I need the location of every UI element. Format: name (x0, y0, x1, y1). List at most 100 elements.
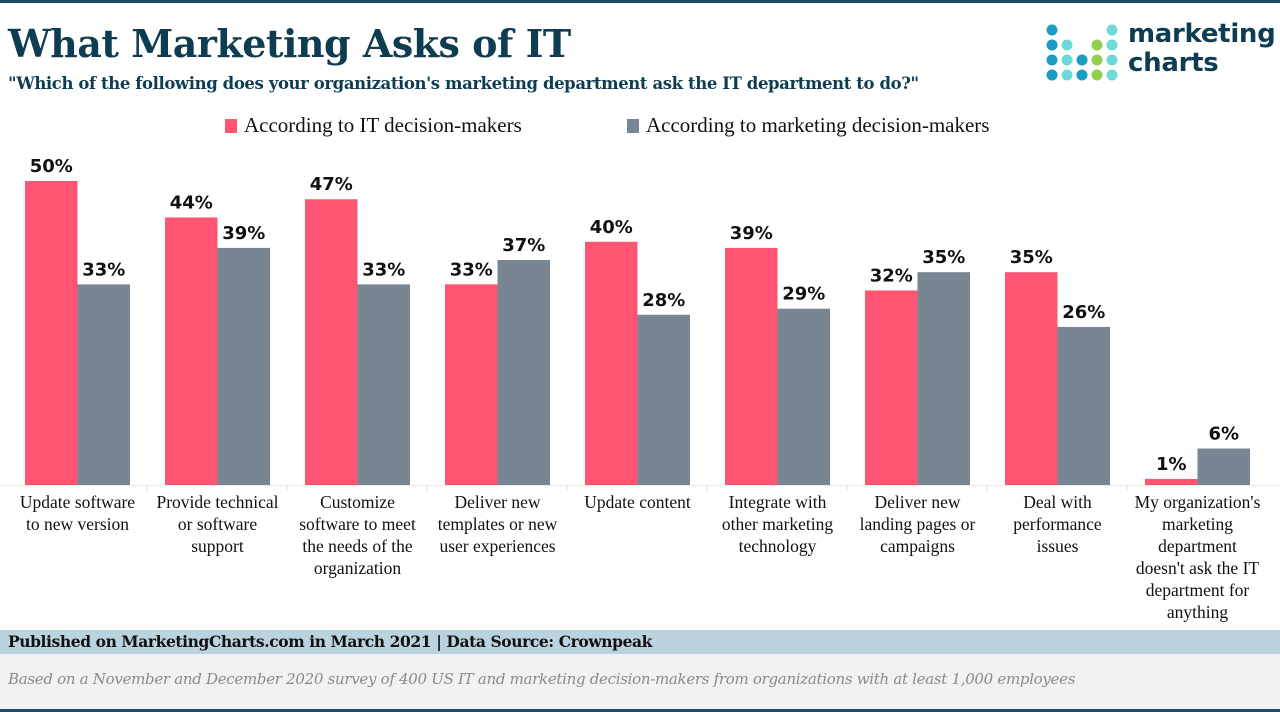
category-label: Update content (566, 491, 710, 513)
category-label-line: marketing (1162, 514, 1233, 534)
data-label-it: 32% (870, 265, 913, 286)
logo-dot (1106, 69, 1118, 81)
bar-it (585, 241, 638, 485)
data-label-it: 39% (730, 223, 773, 244)
logo-dots-icon (1046, 24, 1118, 81)
bar-marketing (217, 247, 270, 485)
logo-dot (1046, 54, 1058, 66)
category-label-line: Integrate with (728, 492, 827, 512)
logo-dot (1046, 69, 1058, 81)
logo-wordmark: marketing charts (1128, 19, 1276, 78)
data-label-marketing: 6% (1208, 424, 1239, 445)
data-label-it: 50% (30, 156, 73, 177)
category-label-line: Update content (584, 492, 691, 512)
category-label-line: landing pages or (859, 514, 976, 534)
source-text: Published on MarketingCharts.com in Marc… (8, 632, 653, 651)
chart-title: What Marketing Asks of IT (8, 21, 571, 66)
category-label-line: organization (313, 558, 402, 578)
category-label-line: Deal with (1023, 492, 1092, 512)
logo-dot (1046, 24, 1058, 36)
bar-it (445, 284, 498, 485)
bar-it (25, 181, 78, 485)
category-label-line: Deliver new (874, 492, 961, 512)
data-label-marketing: 33% (362, 259, 405, 280)
logo-dot (1061, 69, 1073, 81)
bar-marketing (917, 272, 970, 485)
category-label-line: software to meet (299, 514, 416, 534)
category-label: Integrate with other marketing technology (706, 491, 850, 557)
category-label-line: department (1158, 536, 1237, 556)
category-label-line: Customize (320, 492, 395, 512)
category-label: Deal with performance issues (986, 491, 1130, 557)
logo-dot (1076, 54, 1088, 66)
logo-dot (1106, 54, 1118, 66)
bar-chart: 50% 33% 44% 39% 47% 33% 33% 37% 40% 28% 39% 29% 32% 3… (0, 156, 1280, 491)
category-label-line: other marketing (721, 514, 834, 534)
legend-label-it: According to IT decision-makers (244, 113, 522, 137)
legend-label-marketing: According to marketing decision-makers (646, 113, 990, 137)
category-label-line: doesn't ask the IT (1135, 558, 1260, 578)
category-label: Deliver new landing pages or campaigns (846, 491, 990, 557)
category-label-line: to new version (25, 514, 130, 534)
logo-dot (1091, 54, 1103, 66)
data-label-it: 47% (310, 174, 353, 195)
data-label-marketing: 29% (782, 284, 825, 305)
category-label-line: templates or new (437, 514, 558, 534)
category-label-line: My organization's (1134, 492, 1261, 512)
bottom-rule (0, 709, 1280, 712)
category-label: Deliver new templates or new user experien… (426, 491, 570, 557)
data-label-marketing: 37% (502, 235, 545, 256)
data-label-marketing: 35% (922, 247, 965, 268)
legend-swatch-it (225, 118, 237, 133)
bar-it (725, 247, 778, 485)
category-label-line: the needs of the (302, 536, 413, 556)
logo-dot (1076, 69, 1088, 81)
category-label-line: performance (1013, 514, 1102, 534)
bar-marketing (497, 260, 550, 485)
bar-it (1145, 478, 1198, 485)
bar-it (865, 290, 918, 485)
data-label-marketing: 28% (642, 290, 685, 311)
logo-dot (1046, 39, 1058, 51)
bar-it (1005, 272, 1058, 485)
chart-legend: According to IT decision-makers Accordin… (0, 113, 1280, 139)
legend-item-marketing: According to marketing decision-makers (627, 113, 989, 138)
category-label-line: user experiences (439, 536, 556, 556)
category-label-line: Provide technical (156, 492, 279, 512)
logo-dot (1091, 39, 1103, 51)
logo-dot (1106, 24, 1118, 36)
category-label-line: campaigns (880, 536, 955, 556)
bar-it (165, 217, 218, 485)
logo-dot (1061, 54, 1073, 66)
marketingcharts-logo: marketing charts (1044, 20, 1280, 84)
bar-it (305, 199, 358, 486)
category-label: My organization's marketing department does… (1126, 491, 1270, 623)
category-label-line: support (191, 536, 244, 556)
category-label-line: anything (1166, 602, 1229, 622)
logo-line-1: marketing (1128, 19, 1276, 49)
top-rule (0, 0, 1280, 3)
methodology-note: Based on a November and December 2020 su… (8, 670, 1076, 688)
data-label-marketing: 26% (1062, 302, 1105, 323)
category-label-line: Update software (19, 492, 136, 512)
bar-marketing (357, 284, 410, 485)
legend-swatch-marketing (627, 118, 639, 133)
legend-item-it: According to IT decision-makers (225, 113, 522, 138)
bar-marketing (1057, 326, 1110, 485)
bar-marketing (1197, 448, 1250, 485)
logo-dot (1106, 39, 1118, 51)
logo-line-2: charts (1128, 48, 1219, 78)
logo-dot (1061, 39, 1073, 51)
data-label-marketing: 33% (82, 259, 125, 280)
source-band: Published on MarketingCharts.com in Marc… (0, 630, 1280, 654)
bar-marketing (777, 308, 830, 485)
category-label-line: Deliver new (454, 492, 541, 512)
data-label-it: 44% (170, 192, 213, 213)
category-label-line: issues (1036, 536, 1079, 556)
category-label-line: technology (738, 536, 817, 556)
chart-subtitle: "Which of the following does your organi… (8, 74, 919, 93)
category-label: Provide technical or software support (146, 491, 290, 557)
category-label-line: or software (177, 514, 258, 534)
bar-marketing (637, 314, 690, 485)
category-label: Customize software to meet the needs of th… (286, 491, 430, 579)
